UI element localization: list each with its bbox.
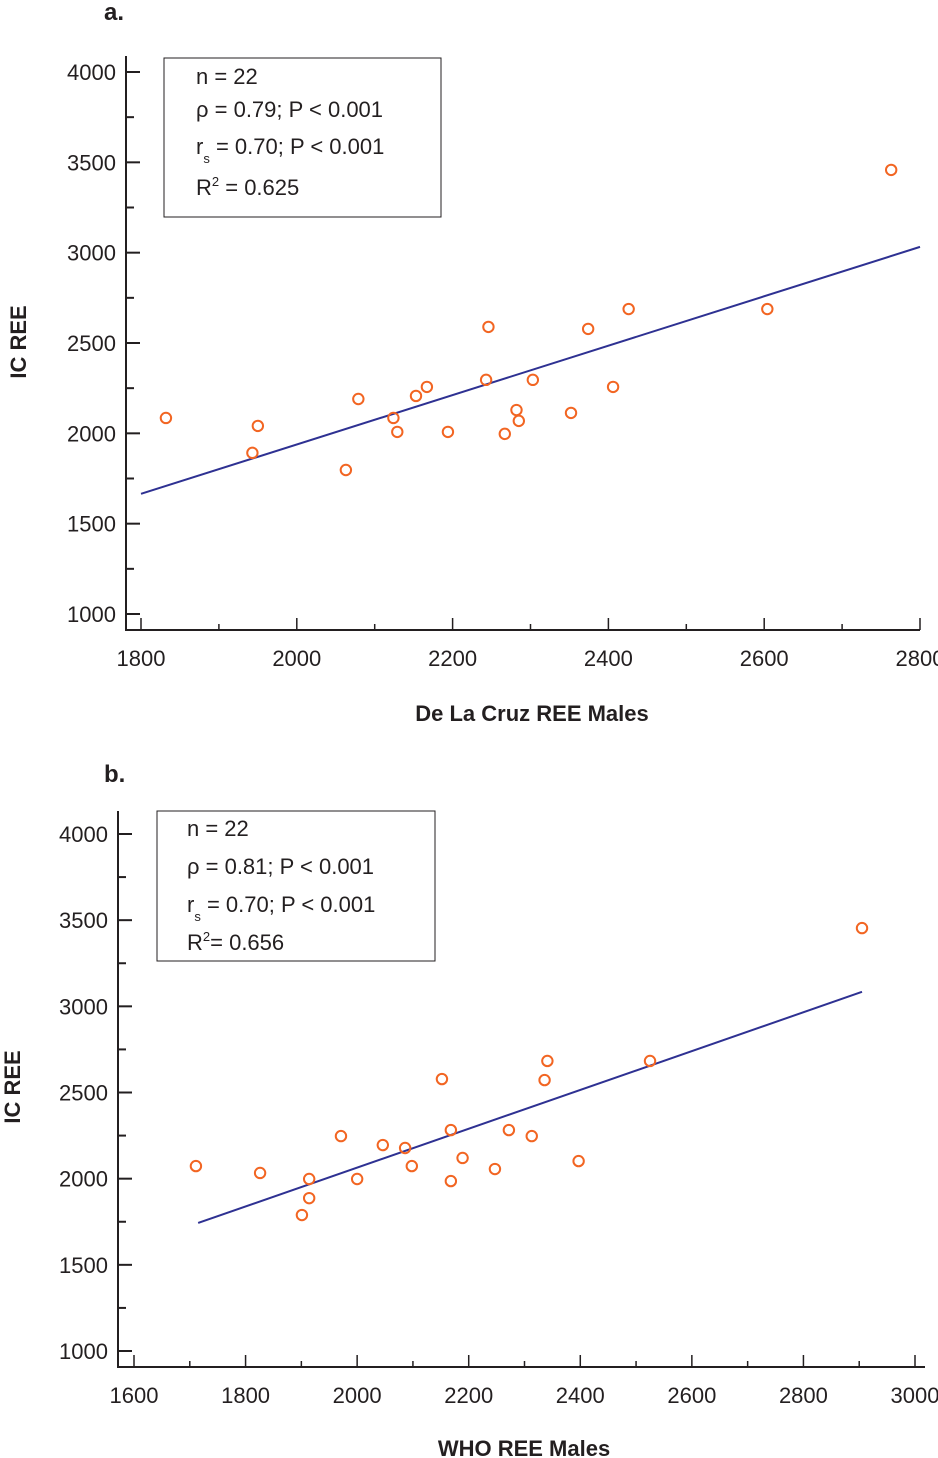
regression-line bbox=[197, 990, 863, 1224]
y-tick-label: 3000 bbox=[67, 241, 116, 266]
data-point bbox=[761, 302, 774, 316]
data-point bbox=[479, 373, 493, 387]
data-point bbox=[405, 1159, 419, 1173]
x-tick-label: 1800 bbox=[117, 646, 166, 671]
data-point bbox=[525, 1129, 538, 1143]
y-tick-label: 1000 bbox=[67, 602, 116, 627]
data-point bbox=[441, 425, 455, 439]
data-point bbox=[606, 380, 620, 394]
y-tick-label: 2000 bbox=[67, 421, 116, 446]
data-point bbox=[246, 446, 259, 460]
data-point bbox=[302, 1172, 316, 1186]
stat-spearman: rs = 0.70; P < 0.001 bbox=[187, 892, 375, 924]
data-point bbox=[512, 414, 526, 428]
panel-label: a. bbox=[104, 0, 124, 26]
y-tick-label: 2000 bbox=[59, 1167, 108, 1192]
data-point bbox=[398, 1141, 412, 1155]
stat-r-squared: R2 = 0.625 bbox=[196, 174, 299, 200]
x-tick-label: 2400 bbox=[556, 1383, 605, 1408]
y-axis-title: IC REE bbox=[6, 305, 31, 378]
data-point bbox=[564, 406, 578, 420]
x-tick-label: 2200 bbox=[444, 1383, 493, 1408]
y-tick-label: 2500 bbox=[67, 331, 116, 356]
data-point bbox=[339, 463, 353, 477]
stat-pearson: ρ = 0.79; P < 0.001 bbox=[196, 97, 383, 122]
y-tick-label: 3500 bbox=[67, 150, 116, 175]
data-point bbox=[159, 411, 173, 425]
data-point bbox=[251, 419, 265, 433]
stat-n: n = 22 bbox=[187, 816, 249, 841]
data-point bbox=[444, 1123, 458, 1137]
x-tick-label: 1800 bbox=[221, 1383, 270, 1408]
data-point bbox=[526, 373, 540, 387]
x-tick-label: 2800 bbox=[779, 1383, 828, 1408]
stat-spearman: rs = 0.70; P < 0.001 bbox=[196, 134, 384, 166]
x-tick-label: 2400 bbox=[584, 646, 633, 671]
data-point bbox=[643, 1054, 657, 1068]
chart-panel-a: a. 1000 1500 2000 2500 3000 3500 4000 1800 2000 22… bbox=[6, 0, 938, 726]
data-point bbox=[855, 921, 869, 935]
x-tick-label: 2000 bbox=[272, 646, 321, 671]
y-tick-label: 2500 bbox=[59, 1081, 108, 1106]
data-point bbox=[884, 163, 898, 177]
stat-n: n = 22 bbox=[196, 64, 258, 89]
data-point bbox=[253, 1166, 267, 1180]
y-tick-label: 4000 bbox=[67, 60, 116, 85]
stat-pearson: ρ = 0.81; P < 0.001 bbox=[187, 854, 374, 879]
data-point bbox=[572, 1154, 585, 1168]
panel-label: b. bbox=[104, 761, 125, 788]
data-point bbox=[502, 1123, 516, 1137]
y-tick-label: 3500 bbox=[59, 908, 108, 933]
data-point bbox=[510, 403, 523, 417]
x-tick-label: 3000 bbox=[891, 1383, 938, 1408]
y-tick-label: 1500 bbox=[59, 1253, 108, 1278]
data-point bbox=[350, 1172, 364, 1186]
x-tick-label: 2600 bbox=[667, 1383, 716, 1408]
data-point bbox=[482, 320, 495, 334]
x-tick-label: 2800 bbox=[896, 646, 938, 671]
chart-panel-b: b. 1000 1500 2000 2500 3000 3500 4000 1600 1800 20… bbox=[0, 761, 938, 1458]
data-point bbox=[352, 392, 365, 406]
data-point bbox=[334, 1129, 348, 1143]
data-point bbox=[409, 389, 423, 403]
x-axis-title: De La Cruz REE Males bbox=[415, 701, 649, 726]
x-axis-title: WHO REE Males bbox=[438, 1436, 610, 1458]
data-point bbox=[189, 1159, 203, 1173]
data-point bbox=[420, 380, 434, 394]
y-tick-label: 4000 bbox=[59, 822, 108, 847]
data-point bbox=[302, 1191, 316, 1205]
x-tick-label: 1600 bbox=[110, 1383, 159, 1408]
data-point bbox=[498, 427, 511, 441]
data-point bbox=[295, 1208, 309, 1222]
data-point bbox=[622, 302, 635, 316]
y-tick-label: 1500 bbox=[67, 512, 116, 537]
stats-box bbox=[163, 57, 442, 218]
y-tick-label: 3000 bbox=[59, 994, 108, 1019]
data-point bbox=[488, 1162, 502, 1176]
y-axis-title: IC REE bbox=[0, 1050, 25, 1123]
x-tick-label: 2000 bbox=[333, 1383, 382, 1408]
regression-line bbox=[140, 245, 921, 495]
stat-r-squared: R2= 0.656 bbox=[187, 929, 284, 955]
data-point bbox=[456, 1151, 469, 1165]
data-point bbox=[541, 1054, 554, 1068]
data-point bbox=[581, 322, 595, 336]
x-tick-label: 2600 bbox=[740, 646, 789, 671]
data-point bbox=[387, 411, 400, 425]
data-point bbox=[444, 1174, 458, 1188]
stats-box bbox=[156, 810, 436, 962]
data-point bbox=[435, 1072, 449, 1086]
x-tick-label: 2200 bbox=[428, 646, 477, 671]
data-point bbox=[391, 425, 404, 439]
data-point bbox=[376, 1138, 390, 1152]
data-point bbox=[538, 1073, 551, 1087]
y-tick-label: 1000 bbox=[59, 1339, 108, 1364]
